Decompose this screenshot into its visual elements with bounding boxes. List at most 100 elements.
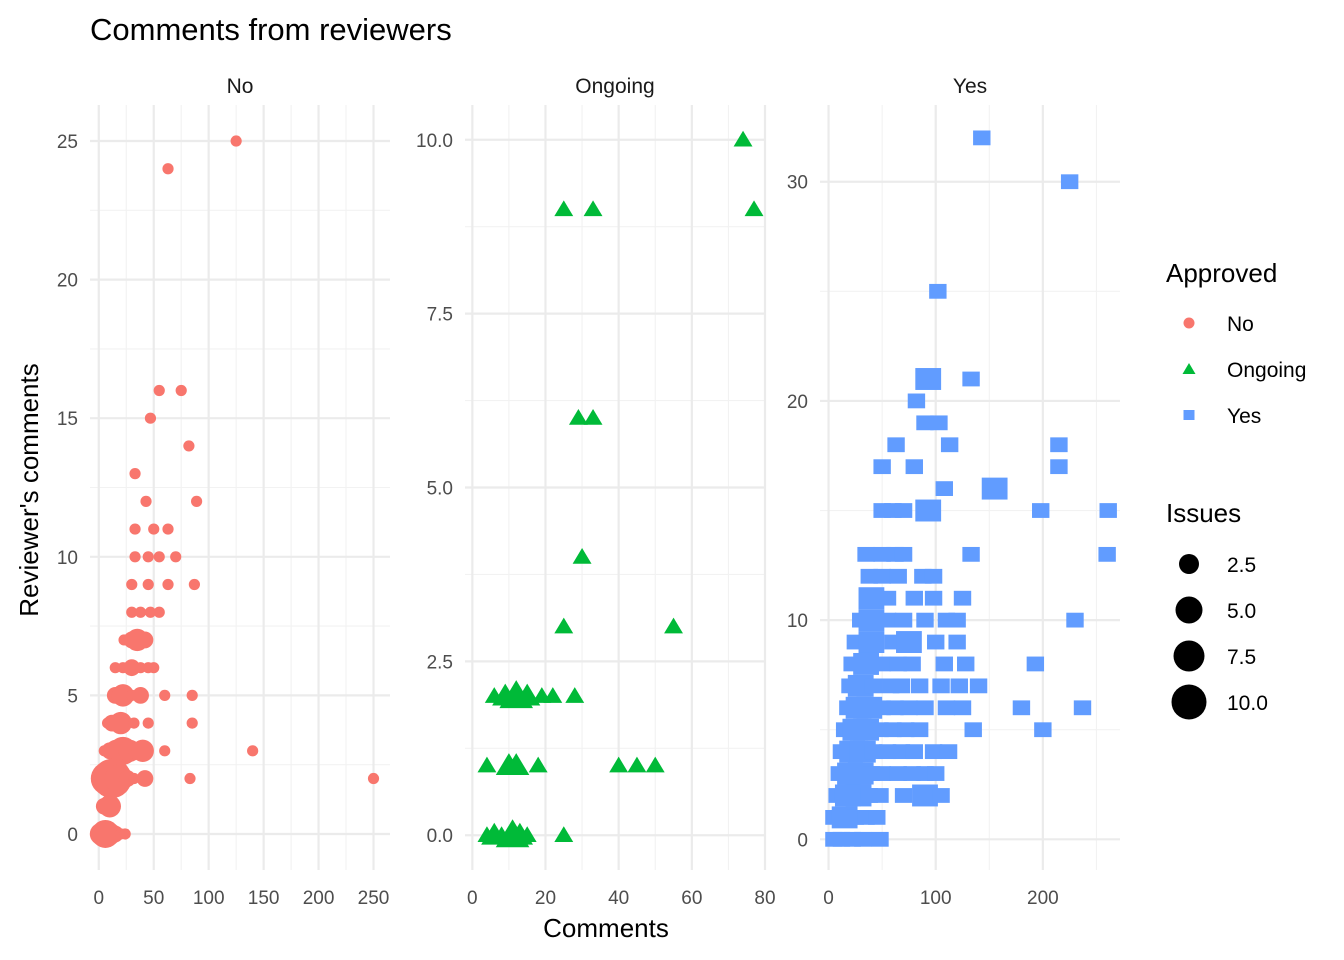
data-point <box>1099 503 1117 518</box>
data-point <box>230 135 242 147</box>
data-point <box>186 717 198 729</box>
x-tick-label: 0 <box>467 888 478 909</box>
y-tick-label: 0 <box>797 830 808 851</box>
data-point <box>186 689 198 701</box>
data-point <box>873 568 891 584</box>
data-point <box>915 499 942 522</box>
data-point <box>932 788 950 803</box>
data-point <box>184 772 196 785</box>
data-point <box>878 612 897 628</box>
legend-size-key <box>1179 554 1199 574</box>
data-point <box>1060 174 1079 190</box>
data-point <box>162 523 174 535</box>
data-point <box>903 656 921 672</box>
data-point <box>939 744 958 760</box>
data-point <box>148 523 160 535</box>
data-point <box>554 826 574 842</box>
data-point <box>129 468 141 480</box>
data-point <box>477 756 497 773</box>
data-point <box>1050 459 1068 475</box>
legend: Approved No Ongoing Yes Issues 2.5 5.0 7.5 10… <box>1166 258 1306 720</box>
legend-key-ongoing <box>1182 363 1196 374</box>
x-tick-label: 50 <box>143 888 164 909</box>
data-point <box>503 753 530 776</box>
legend-size-key <box>1171 684 1207 720</box>
data-point <box>126 578 138 591</box>
data-point <box>554 617 574 634</box>
data-point <box>957 656 975 672</box>
panel-ongoing: 0 20 40 60 80 0.0 2.5 5.0 7.5 10.0 Ongoing <box>416 75 776 909</box>
y-tick-label: 10 <box>787 611 808 632</box>
data-point <box>131 739 154 763</box>
data-point <box>98 795 121 818</box>
data-point <box>367 772 380 785</box>
data-point <box>886 700 904 716</box>
legend-key-yes <box>1183 410 1195 420</box>
data-point <box>129 551 141 563</box>
y-tick-label: 5.0 <box>427 479 453 500</box>
facet-strip-label: Yes <box>953 75 987 98</box>
data-point <box>1066 612 1084 628</box>
data-point <box>123 659 141 677</box>
data-point <box>905 459 923 475</box>
data-point <box>159 745 171 757</box>
data-point <box>136 631 154 649</box>
y-tick-label: 30 <box>787 173 808 194</box>
data-point <box>916 415 934 431</box>
data-point <box>924 744 943 760</box>
data-point <box>142 551 154 563</box>
facet-strip-label: No <box>227 75 254 98</box>
data-point <box>873 766 891 781</box>
data-point <box>887 437 905 453</box>
data-point <box>153 551 165 563</box>
data-point <box>247 745 259 757</box>
legend-key-no <box>1183 317 1195 329</box>
x-tick-label: 20 <box>535 888 556 909</box>
data-point <box>927 766 945 781</box>
data-point <box>1034 722 1052 738</box>
data-point <box>583 200 603 217</box>
data-point <box>932 678 950 694</box>
x-tick-label: 250 <box>358 888 390 909</box>
data-point <box>894 503 913 518</box>
data-point <box>871 831 889 847</box>
data-point <box>930 415 948 431</box>
legend-size-title: Issues <box>1166 498 1241 528</box>
data-point <box>927 634 945 650</box>
data-point <box>905 590 923 606</box>
data-point <box>854 831 872 847</box>
data-point <box>627 756 647 773</box>
points-ongoing <box>477 130 764 848</box>
y-tick-label: 10.0 <box>416 131 453 152</box>
data-point <box>858 587 885 610</box>
data-point <box>962 546 980 562</box>
data-point <box>109 711 132 735</box>
legend-size-label: 7.5 <box>1227 646 1256 669</box>
data-point <box>744 200 764 217</box>
data-point <box>144 606 157 618</box>
data-point <box>1032 503 1050 518</box>
y-tick-label: 20 <box>57 271 78 292</box>
data-point <box>912 784 938 807</box>
x-tick-label: 100 <box>920 888 952 909</box>
x-tick-label: 40 <box>608 888 629 909</box>
data-point <box>953 700 972 716</box>
data-point <box>857 546 875 562</box>
data-point <box>916 612 934 628</box>
data-point <box>583 408 603 425</box>
data-point <box>645 756 665 773</box>
y-tick-label: 0 <box>67 825 78 846</box>
data-point <box>935 656 953 672</box>
data-point <box>190 495 203 507</box>
data-point <box>878 590 897 606</box>
data-point <box>894 612 913 628</box>
data-point <box>858 609 885 632</box>
panel-yes: 0 100 200 0 10 20 30 Yes <box>787 75 1120 909</box>
data-point <box>140 495 152 507</box>
data-point <box>664 617 683 634</box>
data-point <box>915 368 942 390</box>
data-point <box>962 371 980 387</box>
data-point <box>981 477 1008 500</box>
